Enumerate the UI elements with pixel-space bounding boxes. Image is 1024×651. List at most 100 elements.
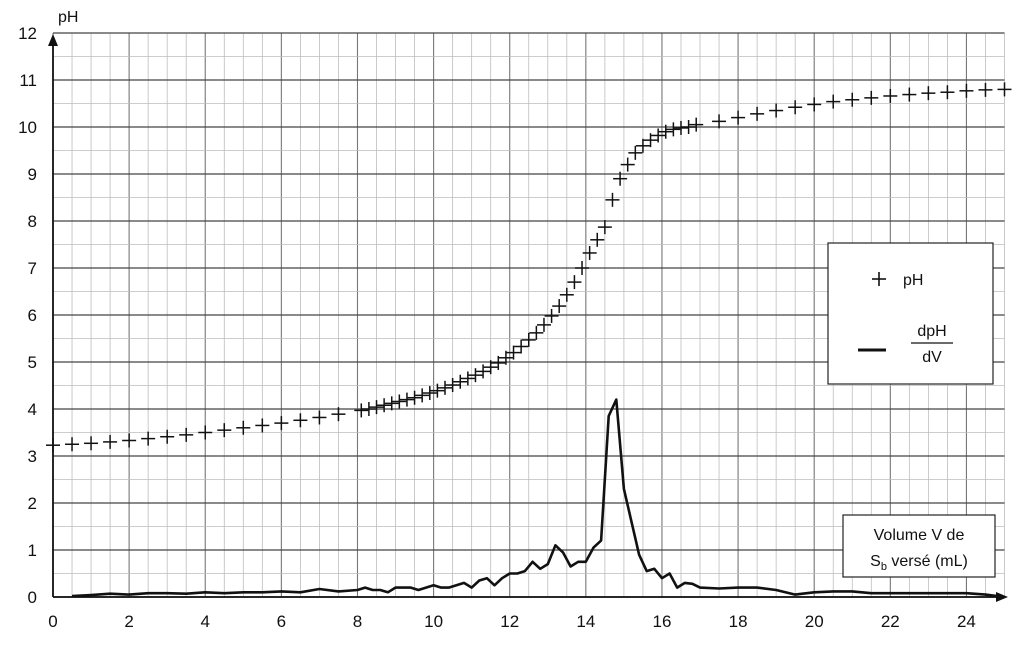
data-point-ph [807, 97, 822, 112]
data-point-ph [369, 400, 384, 415]
x-tick-label: 16 [652, 612, 671, 631]
data-point-ph [613, 171, 628, 186]
data-point-ph [274, 416, 289, 431]
data-point-ph [902, 87, 917, 102]
data-point-ph [673, 120, 688, 135]
data-point-ph [590, 232, 605, 247]
x-tick-label: 4 [201, 612, 210, 631]
data-point-ph [84, 436, 99, 451]
x-axis-label-background [842, 514, 996, 578]
y-tick-label: 9 [28, 165, 37, 184]
data-point-ph [438, 380, 453, 395]
legend-marker-plus [872, 272, 886, 286]
legend-box [827, 242, 994, 385]
y-tick-label: 0 [28, 588, 37, 607]
data-point-ph [529, 325, 544, 340]
data-point-ph [940, 85, 955, 100]
x-tick-label: 6 [277, 612, 286, 631]
data-point-ph [179, 427, 194, 442]
legend-label-dph: dpH [917, 323, 946, 340]
data-point-ph [445, 378, 460, 393]
data-point-ph [460, 371, 475, 386]
y-tick-label: 4 [28, 400, 37, 419]
x-tick-label: 20 [805, 612, 824, 631]
data-point-ph [46, 438, 60, 453]
data-point-ph [536, 317, 551, 332]
data-point-ph [826, 94, 841, 109]
x-tick-label: 2 [124, 612, 133, 631]
data-point-ph [559, 287, 574, 302]
data-point-ph [384, 396, 399, 411]
data-point-ph [468, 368, 483, 383]
y-tick-label: 6 [28, 306, 37, 325]
data-point-ph [498, 350, 513, 365]
data-point-ph [582, 245, 597, 260]
data-point-ph [712, 114, 727, 129]
data-point-ph [643, 133, 658, 148]
data-point-ph [959, 83, 974, 98]
y-tick-label: 5 [28, 353, 37, 372]
data-point-ph [453, 374, 468, 389]
data-point-ph [141, 431, 156, 446]
x-tick-label: 12 [500, 612, 519, 631]
data-point-ph [407, 390, 422, 405]
y-tick-label: 8 [28, 212, 37, 231]
data-point-ph [514, 339, 529, 354]
data-point-ph [997, 82, 1012, 97]
data-point-ph [506, 345, 521, 360]
y-axis-label: pH [58, 9, 78, 26]
y-tick-label: 12 [18, 24, 37, 43]
data-point-ph [689, 117, 704, 132]
data-point-ph [597, 220, 612, 235]
data-point-ph [483, 360, 498, 375]
y-tick-label: 7 [28, 259, 37, 278]
data-point-ph [567, 275, 582, 290]
y-tick-label: 1 [28, 541, 37, 560]
data-point-ph [415, 388, 430, 403]
y-tick-label: 2 [28, 494, 37, 513]
data-point-ph [392, 394, 407, 409]
y-tick-label: 3 [28, 447, 37, 466]
x-tick-label: 14 [576, 612, 595, 631]
data-point-ph [605, 192, 620, 207]
data-point-ph [658, 124, 673, 139]
data-point-ph [666, 122, 681, 137]
y-tick-label: 11 [19, 71, 37, 90]
y-axis-arrow [48, 34, 58, 46]
x-tick-label: 22 [881, 612, 900, 631]
series-pH [46, 82, 1012, 453]
x-tick-label: 10 [424, 612, 443, 631]
data-point-ph [731, 110, 746, 125]
data-point-ph [361, 402, 376, 416]
data-point-ph [845, 92, 860, 107]
data-point-ph [491, 355, 506, 370]
data-point-ph [552, 299, 567, 314]
x-tick-label: 18 [729, 612, 748, 631]
series-dpH-dV [71, 398, 1005, 599]
data-point-ph [978, 82, 993, 97]
data-point-ph [430, 383, 445, 398]
data-point-ph [575, 261, 590, 275]
data-point-ph [331, 407, 346, 422]
data-point-ph [681, 120, 696, 134]
data-point-ph [255, 418, 270, 433]
data-point-ph [399, 392, 414, 407]
data-point-ph [422, 386, 437, 401]
x-axis-label-line1: Volume V de [874, 527, 965, 544]
data-point-ph [769, 103, 784, 118]
data-point-ph [521, 332, 536, 347]
data-point-ph [236, 420, 251, 435]
data-point-ph [788, 100, 803, 115]
data-point-ph [750, 106, 765, 121]
series-line-dpH-dV [71, 398, 1005, 599]
data-point-ph [312, 410, 327, 425]
grid [52, 32, 1005, 598]
legend-label-dv: dV [922, 349, 942, 366]
y-tick-label: 10 [18, 118, 37, 137]
data-point-ph [217, 423, 232, 438]
x-tick-label: 24 [957, 612, 976, 631]
x-tick-label: 0 [48, 612, 57, 631]
data-point-ph [160, 429, 175, 444]
